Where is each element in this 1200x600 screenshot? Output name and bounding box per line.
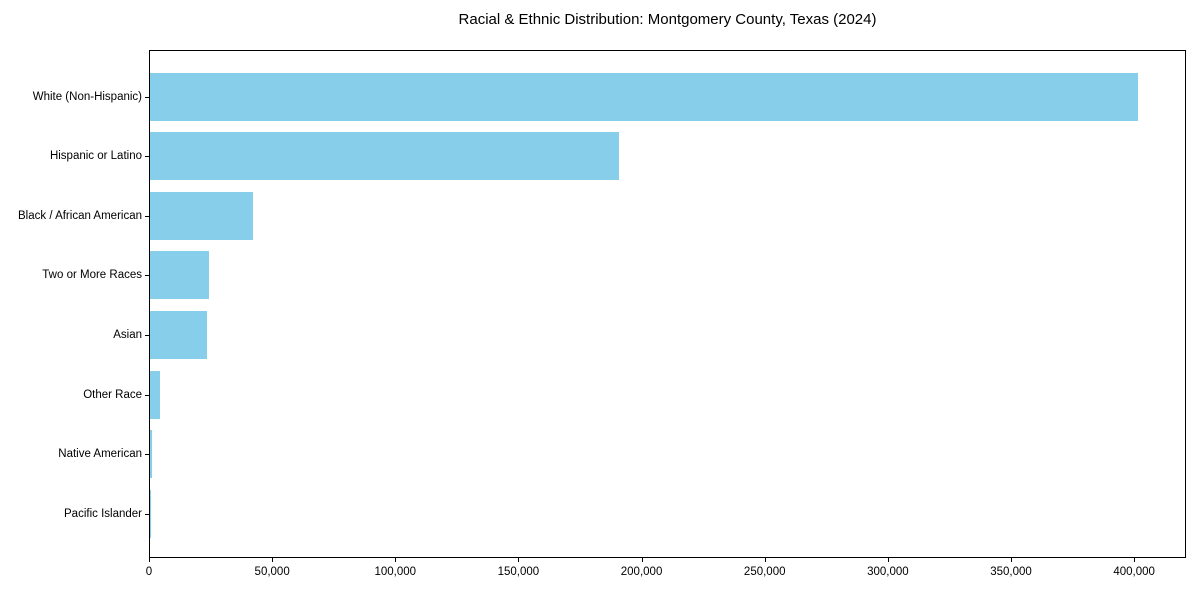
chart-title: Racial & Ethnic Distribution: Montgomery…: [458, 11, 877, 28]
x-tick: [1134, 558, 1136, 562]
y-tick-label: Two or More Races: [42, 269, 142, 282]
x-tick-label: 0: [145, 566, 153, 578]
bar: [150, 251, 210, 300]
x-tick: [1011, 558, 1012, 562]
y-tick: [145, 156, 149, 158]
x-tick: [518, 558, 520, 562]
y-tick-label: Native American: [58, 448, 142, 461]
y-tick: [145, 275, 149, 277]
y-tick: [145, 335, 149, 337]
y-tick-label: Pacific Islander: [64, 507, 142, 520]
y-tick: [145, 96, 149, 98]
x-tick: [887, 558, 889, 562]
bar: [150, 311, 207, 360]
bar: [150, 72, 1138, 121]
y-tick: [145, 394, 149, 396]
x-tick: [149, 558, 150, 562]
plot-area: [149, 50, 1186, 558]
y-tick-label: Asian: [113, 329, 142, 342]
x-tick-label: 250,000: [743, 566, 786, 578]
x-tick-label: 50,000: [254, 566, 290, 578]
x-tick: [272, 558, 274, 562]
x-tick: [764, 558, 766, 562]
y-tick-label: Hispanic or Latino: [49, 150, 142, 163]
bar: [150, 132, 620, 181]
bar: [150, 489, 151, 538]
bar: [150, 430, 152, 479]
x-tick-label: 300,000: [867, 566, 909, 578]
x-tick: [395, 558, 397, 562]
y-tick: [145, 513, 149, 515]
x-tick-label: 100,000: [374, 566, 417, 578]
x-tick: [641, 558, 643, 562]
x-tick-label: 350,000: [990, 566, 1032, 578]
x-tick-label: 150,000: [497, 566, 540, 578]
y-tick-label: Other Race: [83, 388, 142, 401]
y-tick: [145, 215, 149, 217]
bar: [150, 191, 254, 240]
y-tick-label: White (Non-Hispanic): [32, 90, 142, 103]
y-tick-label: Black / African American: [18, 209, 142, 222]
x-tick-label: 200,000: [620, 566, 663, 578]
x-tick-label: 400,000: [1113, 566, 1155, 578]
y-tick: [145, 454, 149, 456]
bar: [150, 370, 160, 419]
